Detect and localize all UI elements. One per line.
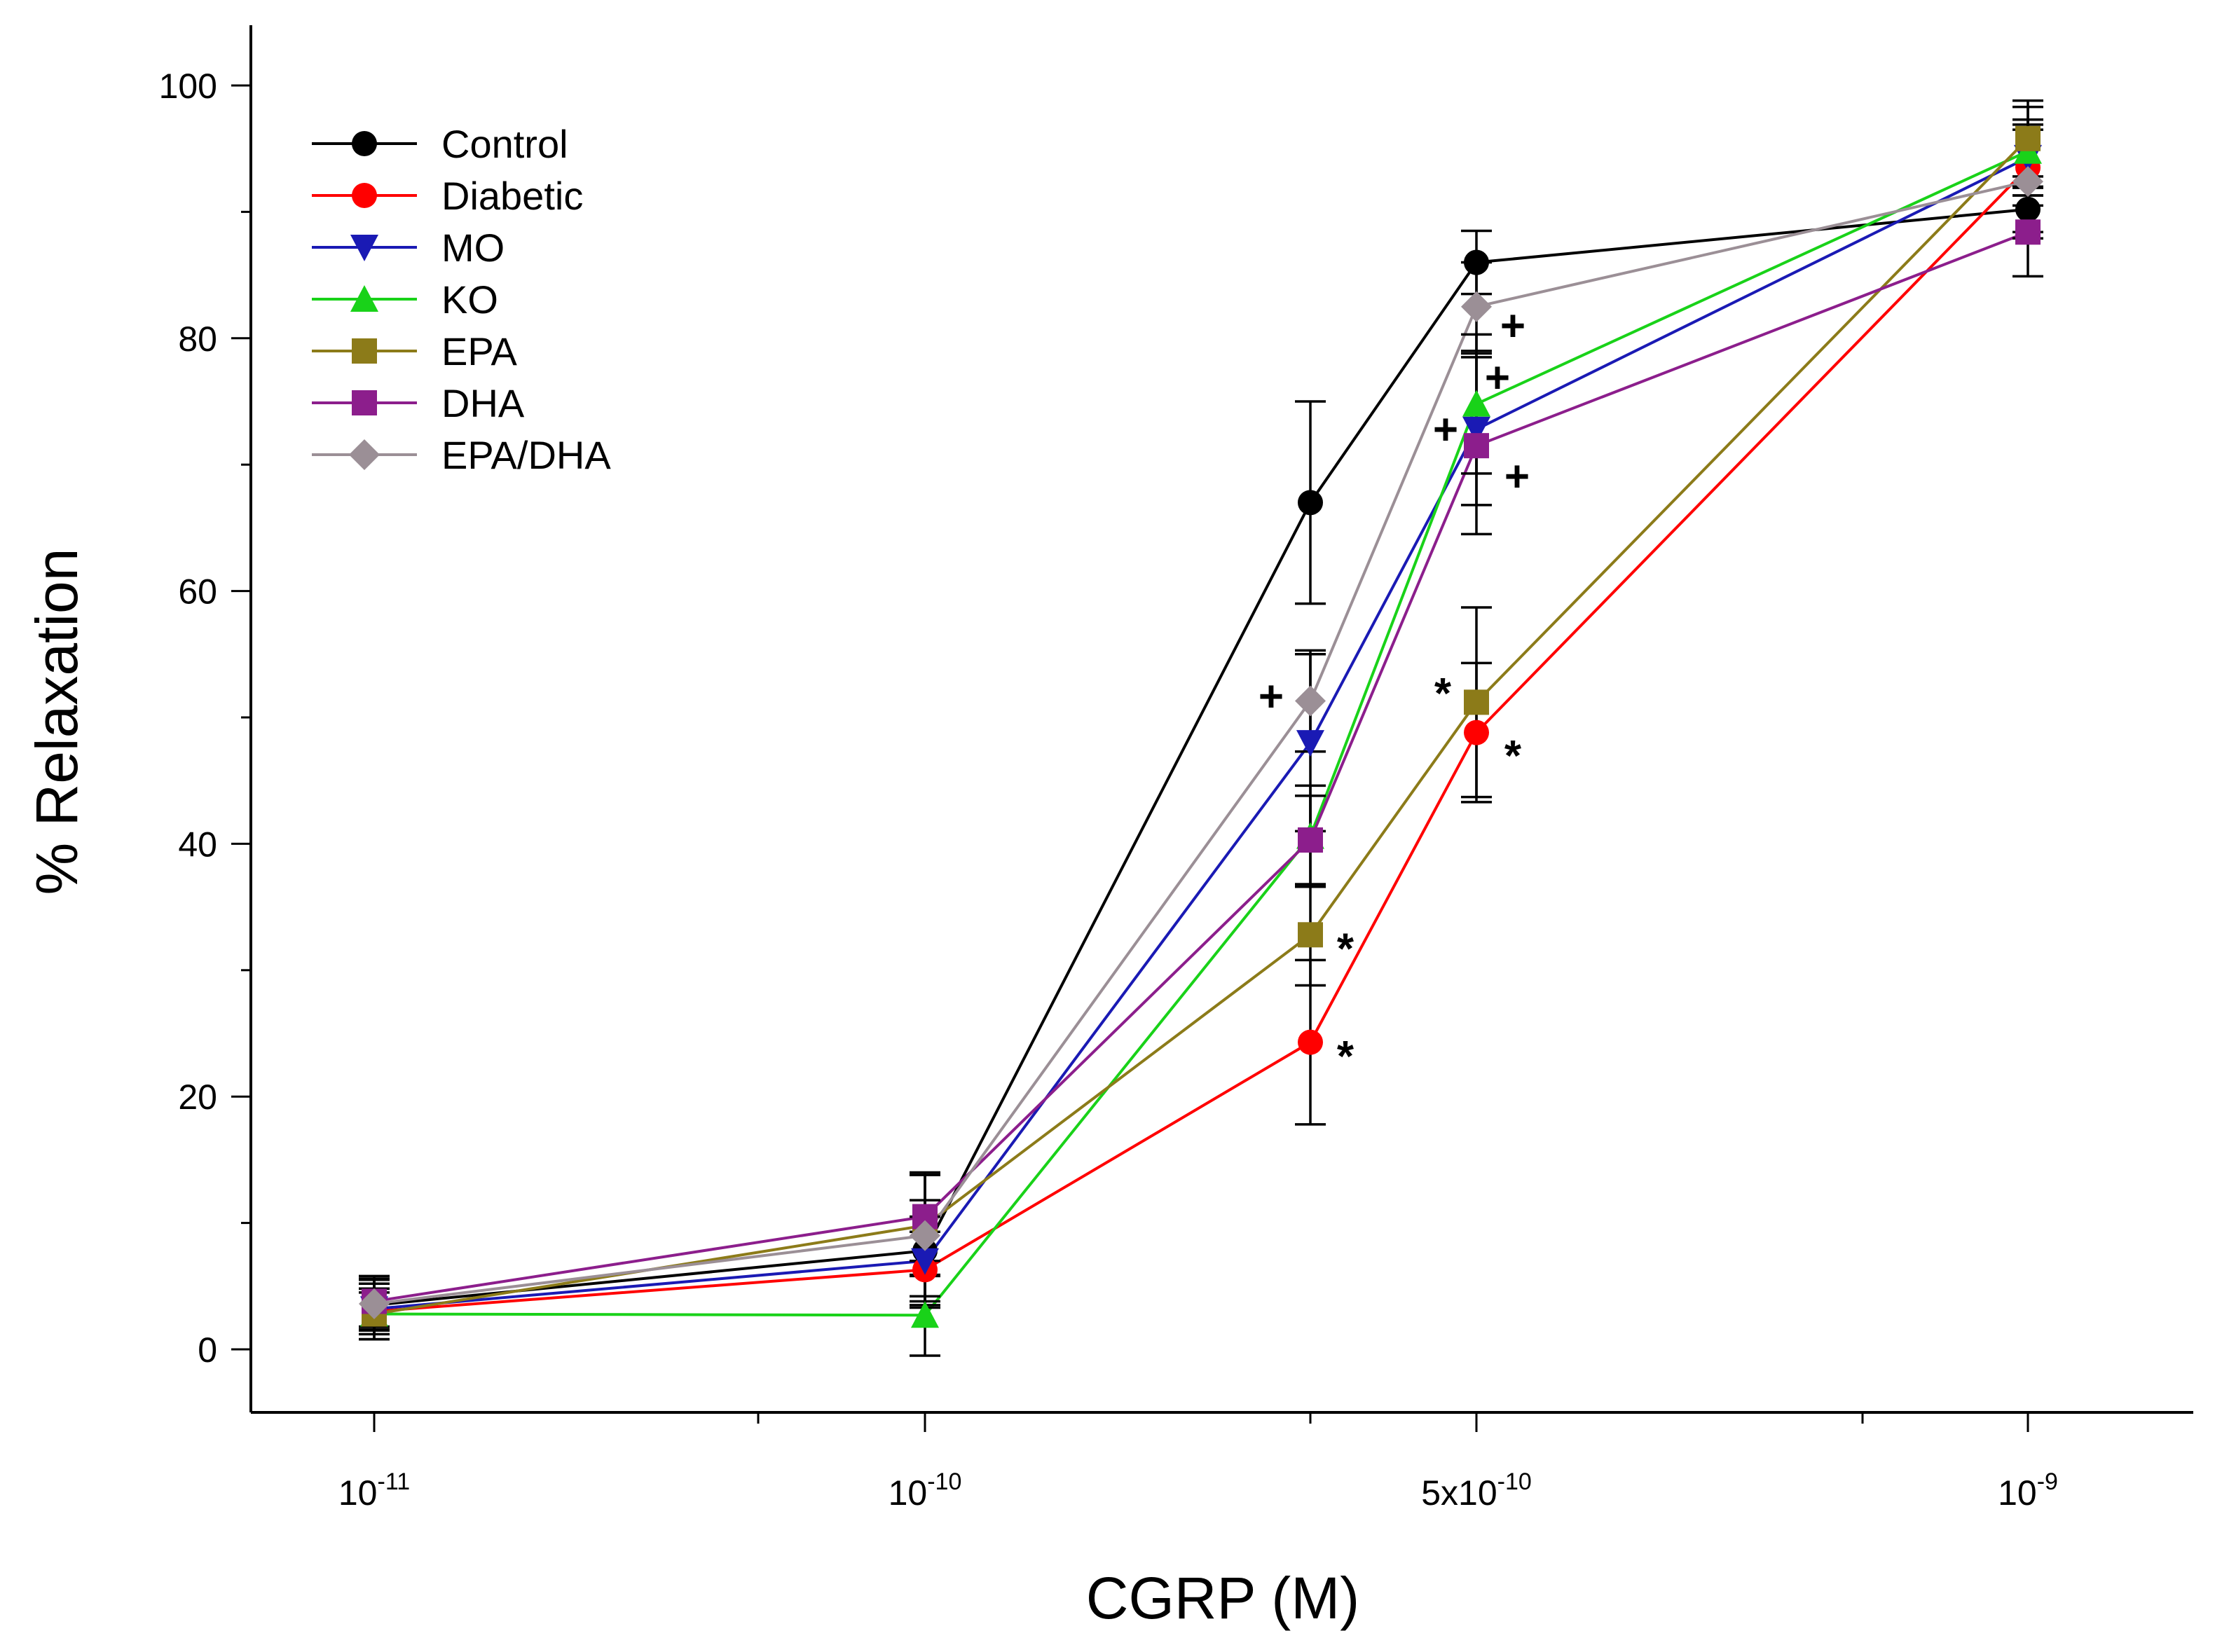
y-tick-label: 0 <box>198 1330 217 1370</box>
significance-marker: + <box>1485 354 1510 402</box>
data-point-dha <box>1298 827 1323 853</box>
x-tick-label: 5x10-10 <box>1421 1468 1532 1513</box>
x-tick-exponent: -10 <box>1497 1468 1532 1495</box>
y-tick-label: 40 <box>178 825 217 864</box>
markers <box>359 125 2043 1328</box>
significance-marker: * <box>1434 670 1452 718</box>
data-point-control <box>2015 196 2041 222</box>
legend-marker-diabetic <box>352 183 377 208</box>
data-point-epa-dha <box>1295 685 1326 717</box>
data-point-dha <box>2015 219 2041 245</box>
data-point-epa <box>1464 689 1489 715</box>
data-point-dha <box>1464 433 1489 459</box>
significance-marker: + <box>1259 673 1284 721</box>
series-line-mo <box>373 156 2029 1311</box>
legend-label: DHA <box>441 381 525 425</box>
series-line-control <box>373 207 2029 1307</box>
data-point-ko <box>1462 390 1490 417</box>
significance-marker: + <box>1433 406 1458 454</box>
x-tick-label: 10-9 <box>1998 1468 2058 1513</box>
data-point-epa-dha <box>2012 166 2043 198</box>
legend-item-dha: DHA <box>312 381 525 425</box>
legend-item-epa: EPA <box>312 329 518 373</box>
legend-marker-ko <box>350 285 378 312</box>
data-point-epa-dha <box>1461 291 1492 322</box>
significance-marker: * <box>1337 925 1355 974</box>
legend-label: Diabetic <box>441 174 583 218</box>
series-line-epa-dha <box>373 180 2029 1306</box>
annotations: +**++++** <box>1259 302 1530 1081</box>
x-tick-label: 10-10 <box>889 1468 962 1513</box>
legend-item-ko: KO <box>312 277 498 322</box>
data-point-ko <box>911 1301 939 1328</box>
data-point-mo <box>1462 416 1490 443</box>
y-tick-label: 80 <box>178 319 217 359</box>
significance-marker: + <box>1500 302 1525 350</box>
legend-marker-epa-dha <box>349 439 380 470</box>
legend-marker-control <box>352 131 377 156</box>
data-point-control <box>1298 490 1323 516</box>
x-tick-exponent: -9 <box>2037 1468 2058 1495</box>
data-point-diabetic <box>1464 720 1489 745</box>
data-point-epa-dha <box>910 1220 940 1251</box>
x-tick-exponent: -10 <box>927 1468 961 1495</box>
x-tick-exponent: -11 <box>378 1468 411 1495</box>
legend-marker-mo <box>350 235 378 261</box>
series-lines <box>373 137 2029 1317</box>
x-tick-base: 10 <box>889 1473 928 1513</box>
error-bars <box>359 99 2043 1357</box>
y-tick-label: 100 <box>159 67 217 106</box>
x-axis-title: CGRP (M) <box>1086 1565 1359 1631</box>
legend-item-mo: MO <box>312 226 505 270</box>
x-tick-base: 5x10 <box>1421 1473 1497 1513</box>
data-point-mo <box>911 1248 939 1275</box>
data-point-diabetic <box>1298 1029 1323 1055</box>
legend-label: MO <box>441 226 505 270</box>
x-tick-base: 10 <box>338 1473 378 1513</box>
x-tick-label: 10-11 <box>338 1468 410 1513</box>
y-tick-label: 20 <box>178 1078 217 1117</box>
legend-item-diabetic: Diabetic <box>312 174 583 218</box>
legend-label: EPA <box>441 329 518 373</box>
significance-marker: * <box>1337 1033 1355 1081</box>
legend-label: Control <box>441 122 568 166</box>
significance-marker: * <box>1504 732 1522 780</box>
legend-item-control: Control <box>312 122 568 166</box>
data-point-mo <box>1296 730 1324 757</box>
data-point-epa <box>2015 125 2041 151</box>
series-line-epa <box>373 137 2029 1316</box>
series-line-ko <box>373 149 2029 1317</box>
x-tick-base: 10 <box>1998 1473 2037 1513</box>
legend-label: KO <box>441 277 498 322</box>
y-tick-label: 60 <box>178 572 217 612</box>
data-point-epa <box>1298 922 1323 948</box>
legend-marker-dha <box>352 390 377 415</box>
data-point-epa-dha <box>359 1288 390 1320</box>
significance-marker: + <box>1504 453 1530 501</box>
legend-item-epa-dha: EPA/DHA <box>312 433 611 477</box>
y-axis-title: % Relaxation <box>24 549 90 895</box>
legend-marker-epa <box>352 338 377 364</box>
data-point-control <box>1464 249 1489 275</box>
legend-label: EPA/DHA <box>441 433 611 477</box>
legend: Control Diabetic MO KO EPA DHA EPA/DHA <box>312 122 611 477</box>
series-line-diabetic <box>373 166 2029 1313</box>
